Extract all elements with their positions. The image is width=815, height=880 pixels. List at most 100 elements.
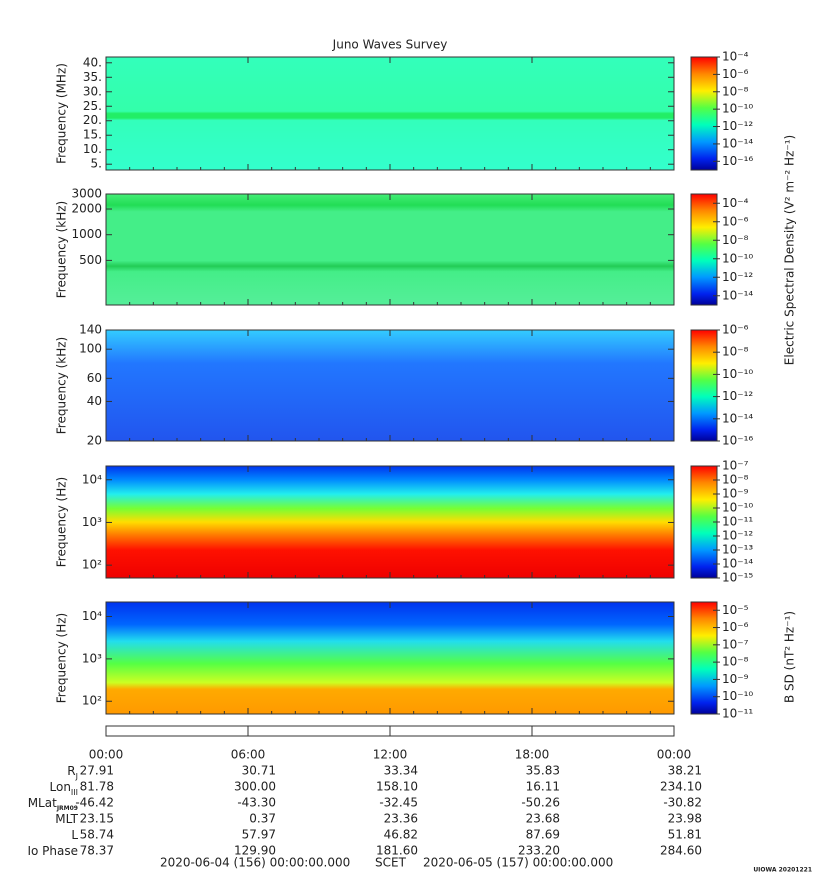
ephemeris-value: -50.26	[521, 796, 560, 810]
y-tick-label: 3000	[71, 187, 102, 201]
colorbar-tick-label: 10⁻¹⁰	[722, 251, 753, 265]
ephemeris-label-text: MLT	[55, 812, 78, 826]
y-tick-label: 30.	[83, 84, 102, 98]
colorbar-tick-label: 10⁻⁶	[722, 620, 749, 634]
y-tick-label: 10²	[82, 694, 102, 708]
ephemeris-value: 23.15	[80, 812, 114, 826]
time-label: 00:00	[657, 748, 692, 762]
ephemeris-value: 81.78	[80, 780, 114, 794]
colorbar-tick-label: 10⁻¹⁵	[722, 571, 753, 585]
colorbar-tick-label: 10⁻¹⁶	[722, 434, 753, 448]
colorbar-tick-label: 10⁻¹⁰	[722, 102, 753, 116]
y-tick-label: 25.	[83, 99, 102, 113]
colorbar-tick-label: 10⁻¹¹	[722, 515, 753, 529]
time-label: 00:00	[89, 748, 124, 762]
ephemeris-label-text: Lon	[50, 780, 71, 794]
ephemeris-value: 58.74	[80, 828, 114, 842]
ephemeris-label: MLT	[55, 812, 78, 826]
ephemeris-value: 129.90	[234, 844, 276, 858]
ephemeris-label: L	[71, 828, 78, 842]
colorbar-tick-label: 10⁻⁶	[722, 214, 749, 228]
ephemeris-value: 87.69	[526, 828, 560, 842]
ephemeris-value: 78.37	[80, 844, 114, 858]
y-tick-label: 40	[87, 394, 102, 408]
y-axis-label: Frequency (kHz)	[55, 201, 69, 298]
colorbar-tick-label: 10⁻¹⁴	[722, 411, 753, 425]
colorbar-tick-label: 10⁻⁶	[722, 67, 749, 81]
ephemeris-value: -30.82	[663, 796, 702, 810]
colorbar-tick-label: 10⁻⁸	[722, 345, 749, 359]
colorbar-tick-label: 10⁻¹¹	[722, 707, 753, 721]
footer-scet: SCET	[375, 856, 407, 870]
ephemeris-value: 57.97	[242, 828, 276, 842]
y-tick-label: 40.	[83, 55, 102, 69]
colorbar-tick-label: 10⁻¹²	[722, 389, 753, 403]
colorbar	[690, 193, 718, 306]
e-colorbar-label: Electric Spectral Density (V² m⁻² Hz⁻¹)	[783, 135, 797, 365]
colorbar-tick-label: 10⁻¹⁴	[722, 557, 753, 571]
colorbar-tick-label: 10⁻¹⁴	[722, 288, 753, 302]
colorbar-tick-label: 10⁻⁸	[722, 655, 749, 669]
ephemeris-label-text: MLat	[28, 796, 57, 810]
ephemeris-value: 16.11	[526, 780, 560, 794]
ephemeris-value: 0.37	[249, 812, 276, 826]
y-tick-label: 35.	[83, 70, 102, 84]
colorbar-tick-label: 10⁻⁵	[722, 603, 749, 617]
colorbar-tick-label: 10⁻⁹	[722, 487, 749, 501]
y-tick-label: 100	[79, 342, 102, 356]
ephemeris-value: 234.10	[660, 780, 702, 794]
time-label: 18:00	[515, 748, 550, 762]
colorbar-tick-label: 10⁻¹²	[722, 529, 753, 543]
y-tick-label: 10³	[82, 651, 102, 665]
y-tick-label: 10⁴	[82, 472, 102, 486]
colorbar-tick-label: 10⁻¹²	[722, 119, 753, 133]
y-tick-label: 10³	[82, 515, 102, 529]
y-axis-label: Frequency (Hz)	[55, 477, 69, 568]
ephemeris-label-sub: JRM09	[56, 805, 78, 812]
colorbar-tick-label: 10⁻¹⁰	[722, 501, 753, 515]
y-tick-label: 1000	[71, 227, 102, 241]
colorbar	[690, 329, 718, 442]
ephemeris-value: 23.68	[526, 812, 560, 826]
ephemeris-label: RJ	[67, 764, 78, 781]
ephemeris-label-sub: J	[75, 772, 78, 781]
title: Juno Waves Survey	[332, 38, 448, 52]
ephemeris-value: 233.20	[518, 844, 560, 858]
y-tick-label: 60	[87, 371, 102, 385]
colorbar-tick-label: 10⁻⁷	[722, 459, 749, 473]
y-tick-label: 2000	[71, 202, 102, 216]
y-axis-label: Frequency (MHz)	[55, 63, 69, 164]
time-label: 12:00	[373, 748, 408, 762]
colorbar-tick-label: 10⁻⁸	[722, 473, 749, 487]
colorbar-tick-label: 10⁻¹²	[722, 270, 753, 284]
colorbar-tick-label: 10⁻⁴	[722, 50, 749, 64]
colorbar-tick-label: 10⁻¹⁴	[722, 136, 753, 150]
y-tick-label: 10⁴	[82, 609, 102, 623]
y-axis-label: Frequency (kHz)	[55, 337, 69, 434]
ephemeris-label-text: Io Phase	[27, 844, 78, 858]
colorbar-tick-label: 10⁻⁶	[722, 323, 749, 337]
y-axis-label: Frequency (Hz)	[55, 613, 69, 704]
b-colorbar-label: B SD (nT² Hz⁻¹)	[783, 611, 797, 703]
ephemeris-value: 46.82	[384, 828, 418, 842]
ephemeris-value: 38.21	[668, 764, 702, 778]
y-tick-label: 10.	[83, 142, 102, 156]
ephemeris-label-sub: III	[71, 788, 78, 797]
spectrogram-image	[106, 194, 674, 305]
colorbar-tick-label: 10⁻⁹	[722, 672, 749, 686]
ephemeris-value: 284.60	[660, 844, 702, 858]
ephemeris-value: 158.10	[376, 780, 418, 794]
ephemeris-value: -32.45	[379, 796, 418, 810]
ephemeris-label-text: R	[67, 764, 75, 778]
spectrogram-image	[106, 57, 674, 170]
ephemeris-value: 33.34	[384, 764, 418, 778]
colorbar-tick-label: 10⁻¹⁰	[722, 689, 753, 703]
ephemeris-label-text: L	[71, 828, 78, 842]
colorbar-tick-label: 10⁻¹³	[722, 543, 753, 557]
ephemeris-value: -43.30	[237, 796, 276, 810]
ephemeris-value: 300.00	[234, 780, 276, 794]
y-tick-label: 20	[87, 434, 102, 448]
ephemeris-value: 23.98	[668, 812, 702, 826]
footer-start: 2020-06-04 (156) 00:00:00.000	[160, 856, 350, 870]
credit: UIOWA 20201221	[753, 867, 812, 874]
